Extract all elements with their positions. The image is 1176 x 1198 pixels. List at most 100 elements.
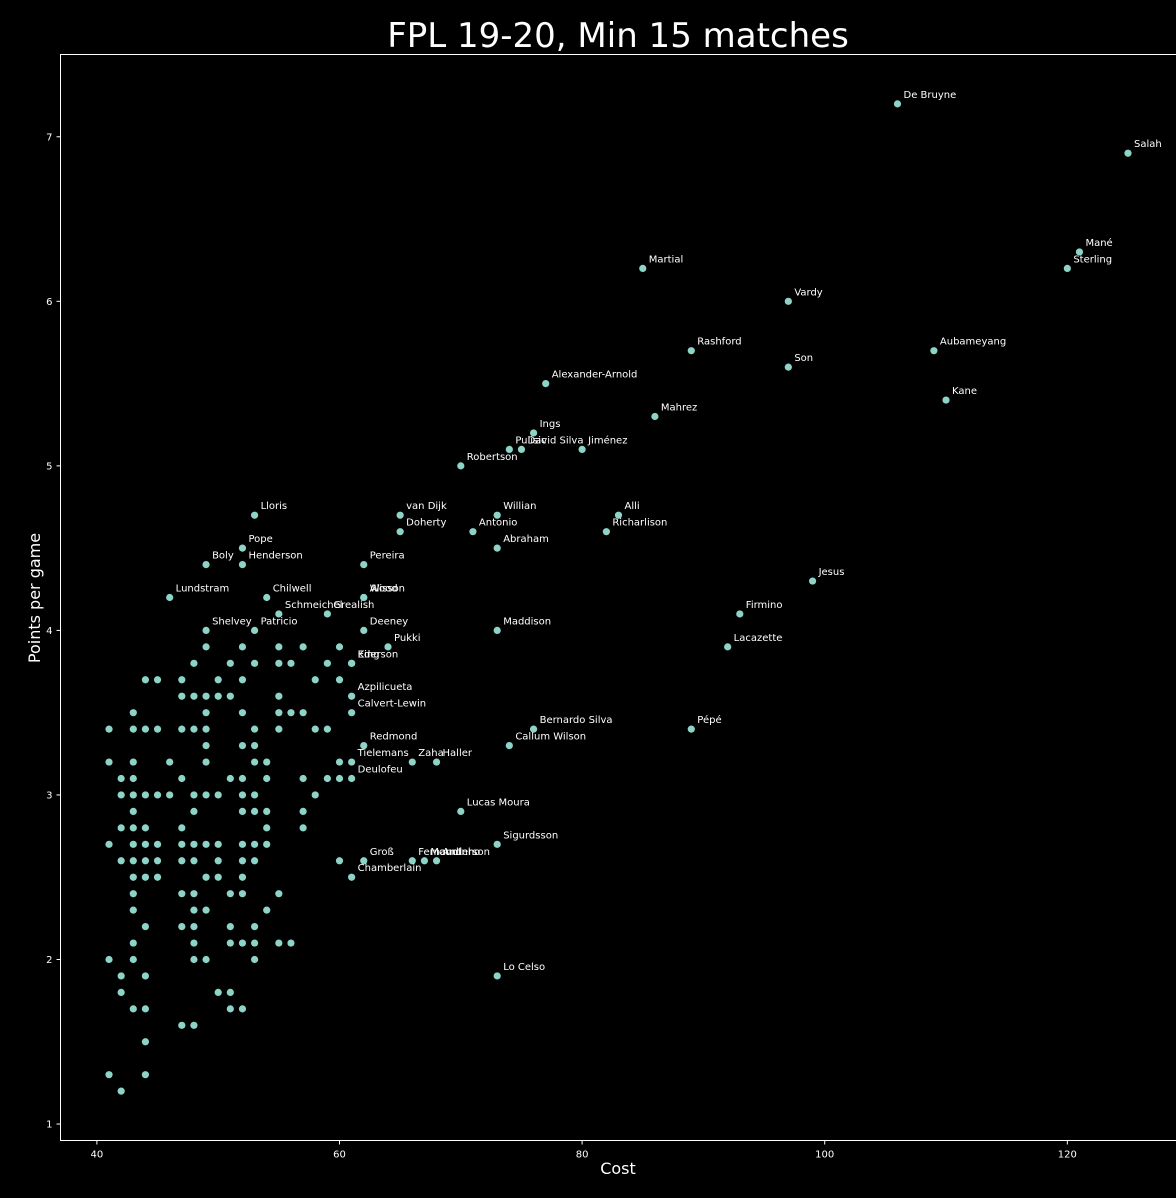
data-point	[420, 857, 429, 865]
data-point	[141, 1071, 150, 1079]
data-point	[166, 758, 174, 766]
data-point	[105, 725, 113, 733]
data-point	[178, 692, 186, 700]
data-point	[930, 347, 938, 355]
data-point	[250, 955, 259, 964]
data-point	[190, 791, 198, 799]
data-point	[323, 610, 331, 618]
data-point	[784, 297, 792, 305]
y-tick-label-0: 1	[46, 1120, 52, 1131]
data-point	[360, 593, 368, 602]
data-point	[178, 857, 186, 865]
data-point	[360, 560, 368, 569]
data-point	[190, 725, 198, 733]
data-point	[432, 857, 441, 865]
point-label: Maddison	[503, 616, 551, 627]
data-point	[275, 890, 283, 898]
data-point	[202, 840, 210, 848]
data-point	[141, 873, 150, 881]
point-label: Callum Wilson	[515, 732, 586, 743]
data-point	[153, 857, 162, 865]
point-label: Wood	[370, 584, 398, 595]
data-point	[226, 890, 234, 898]
data-point	[238, 560, 247, 569]
point-label: Mané	[1085, 237, 1112, 249]
data-point	[178, 774, 186, 783]
data-point	[311, 791, 319, 799]
data-point	[153, 873, 162, 881]
data-point	[250, 840, 259, 848]
data-point	[214, 791, 222, 799]
data-point	[129, 709, 137, 717]
point-label: Alisson	[370, 584, 405, 595]
point-label: Pulisic	[515, 435, 546, 446]
y-tick-label-1: 2	[46, 955, 52, 966]
data-point	[190, 857, 198, 865]
data-point	[190, 955, 198, 964]
data-point	[348, 659, 356, 667]
point-label: Patricio	[261, 616, 298, 627]
data-point	[238, 807, 247, 816]
point-label: Groß	[370, 847, 394, 858]
data-point	[275, 939, 283, 947]
x-tick-label-4: 120	[1058, 1150, 1077, 1161]
point-labels: De Bruyne Salah Mané Sterling Martial Vardy Ra…	[176, 90, 1162, 973]
data-point	[250, 511, 259, 519]
data-point	[129, 857, 137, 865]
point-label: Sigurdsson	[503, 830, 558, 841]
data-point	[238, 857, 247, 865]
data-point	[214, 692, 222, 700]
data-point	[117, 774, 125, 783]
data-point	[153, 725, 162, 733]
y-tick-label-3: 4	[46, 626, 52, 637]
data-point	[202, 626, 210, 635]
data-point	[275, 659, 283, 667]
point-label: Jesus	[818, 567, 845, 578]
point-label: Mount	[430, 847, 461, 858]
point-label: David Silva	[527, 435, 583, 446]
data-point	[299, 643, 307, 651]
data-point	[348, 692, 356, 700]
point-label: Pépé	[697, 714, 721, 726]
axis-ticks: 40 60 80 100 120 1 2 3 4 5 6 7	[46, 132, 1077, 1160]
point-label: Haller	[443, 748, 473, 759]
data-point	[153, 676, 162, 684]
data-point	[129, 890, 137, 898]
data-point	[129, 791, 137, 799]
point-label: Willian	[503, 501, 536, 512]
point-label: Fernandinho	[418, 847, 480, 858]
data-point	[238, 939, 247, 947]
point-label: Doherty	[406, 518, 446, 529]
point-label: Boly	[212, 551, 234, 562]
data-point	[275, 692, 283, 700]
data-point	[214, 988, 222, 997]
x-axis-label: Cost	[600, 1159, 636, 1178]
data-point	[250, 791, 259, 799]
point-label: Aubameyang	[940, 337, 1006, 348]
point-label: Jiménez	[587, 434, 627, 446]
data-point	[214, 840, 222, 848]
data-point	[287, 659, 295, 667]
point-label: Mahrez	[661, 403, 697, 414]
data-point	[141, 1038, 150, 1046]
data-point	[505, 741, 513, 750]
data-point	[129, 906, 137, 914]
data-point	[178, 840, 186, 848]
data-point	[1124, 149, 1132, 157]
data-point	[214, 873, 222, 881]
data-point	[105, 1071, 113, 1079]
point-label: Shelvey	[212, 616, 252, 627]
data-point	[275, 725, 283, 733]
point-label: Calvert-Lewin	[358, 699, 426, 710]
data-point	[250, 857, 259, 865]
data-point	[226, 988, 234, 997]
data-point	[238, 890, 247, 898]
point-label: Lacazette	[734, 633, 783, 644]
data-point	[687, 725, 695, 733]
data-point	[202, 725, 210, 733]
data-point	[250, 659, 259, 667]
data-point	[238, 1005, 247, 1013]
data-point	[396, 511, 404, 519]
data-point	[250, 741, 259, 750]
point-label: Lloris	[261, 501, 288, 512]
